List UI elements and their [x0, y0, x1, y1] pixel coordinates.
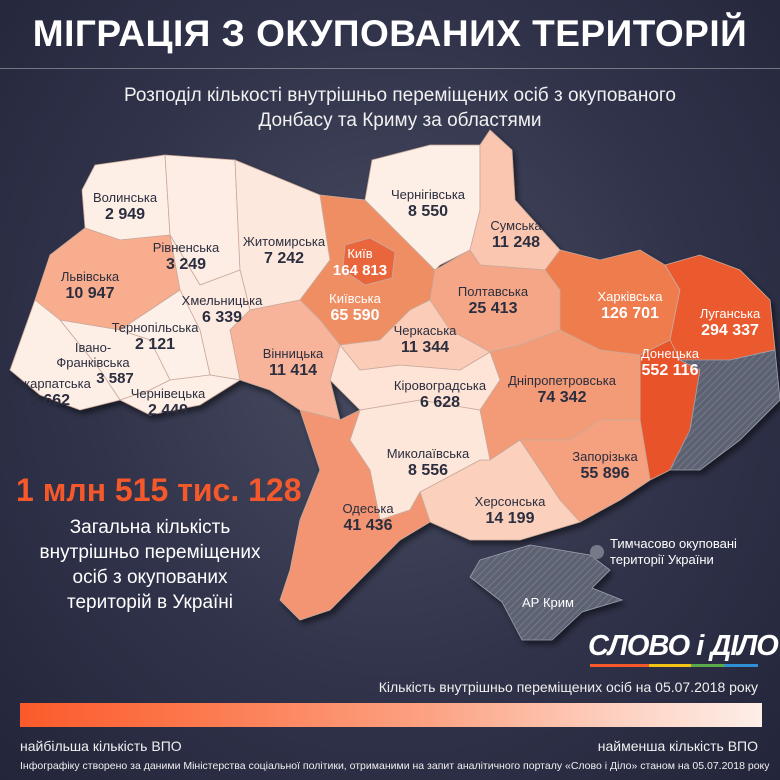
total-idp-count: 1 млн 515 тис. 128 — [16, 472, 302, 508]
occupied-legend-text: Тимчасово окупованi території України — [610, 536, 737, 568]
region-name-label: Київ — [347, 246, 372, 261]
region-name-label: Чернігівська — [391, 187, 466, 202]
region-name-label: Житомирська — [243, 234, 326, 249]
region-name-label: Івано- — [75, 340, 111, 355]
logo-underline — [590, 664, 758, 667]
region-value-label: 294 337 — [701, 322, 759, 339]
region-value-label: 164 813 — [333, 262, 387, 279]
logo: СЛОВО і ДІЛО — [588, 630, 779, 662]
region-value-label: 3 249 — [166, 256, 206, 273]
total-description-line: осіб з окупованих — [72, 567, 228, 588]
region-name-label: Полтавська — [458, 284, 529, 299]
region-name-label: Харківська — [598, 289, 664, 304]
region-name-label: Тернопільська — [112, 320, 200, 335]
region-name-label: Кіровоградська — [394, 378, 487, 393]
region-23 — [118, 374, 242, 416]
occupied-donbas — [669, 349, 780, 471]
region-name-label: Донецька — [641, 346, 700, 361]
region-value-label: 2 449 — [148, 402, 188, 419]
region-value-label: 41 436 — [344, 517, 393, 534]
region-value-label: 7 242 — [264, 250, 304, 267]
region-name-label: Одеська — [342, 501, 394, 516]
total-description-line: Загальна кількість — [69, 517, 231, 538]
occupied-crimea — [469, 544, 624, 641]
total-description-line: територій в Україні — [67, 592, 233, 613]
region-16 — [339, 299, 491, 371]
region-value-label: 2 121 — [135, 336, 175, 353]
subtitle-line: Донбасу та Криму за областями — [258, 110, 542, 131]
region-name-label: Волинська — [93, 190, 158, 205]
region-name-label: Чернівецька — [131, 386, 206, 401]
region-value-label: 2 949 — [105, 206, 145, 223]
region-value-label: 65 590 — [331, 307, 380, 324]
region-name-label: Дніпропетровська — [508, 373, 617, 388]
region-value-label: 74 342 — [538, 389, 587, 406]
total-description: Загальна кількість внутрішньо переміщени… — [20, 515, 280, 615]
occupied-legend: Тимчасово окупованi території України — [590, 536, 737, 568]
region-name-label: Франківська — [56, 355, 130, 370]
region-value-label: 11 248 — [492, 234, 540, 251]
region-name-label: Хмельницька — [182, 293, 263, 308]
region-name-label: Запорізька — [572, 449, 638, 464]
subtitle: Розподіл кількості внутрішньо переміщени… — [60, 83, 740, 133]
region-value-label: 25 413 — [469, 300, 518, 317]
footer-source: Інфографіку створено за даними Міністерс… — [20, 760, 770, 772]
region-value-label: 3 587 — [96, 370, 134, 387]
region-name-label: Миколаївська — [387, 446, 470, 461]
region-value-label: 8 556 — [408, 462, 448, 479]
region-value-label: 11 414 — [269, 362, 317, 379]
total-description-line: внутрішньо переміщених — [39, 542, 261, 563]
occupied-legend-swatch — [590, 545, 604, 559]
region-value-label: 126 701 — [601, 305, 659, 322]
region-22 — [9, 299, 121, 411]
crimea-label: АР Крим — [522, 595, 574, 610]
region-value-label: 3 662 — [30, 392, 70, 409]
scale-label-low-count: найменша кількість ВПО — [597, 738, 758, 754]
region-value-label: 552 116 — [642, 362, 699, 379]
region-name-label: Львівська — [61, 269, 120, 284]
region-18 — [279, 409, 431, 621]
occupied-legend-line: Тимчасово окупованi — [610, 536, 737, 551]
region-name-label: Сумська — [490, 218, 542, 233]
region-value-label: 10 947 — [66, 285, 115, 302]
region-name-label: Херсонська — [475, 494, 546, 509]
region-name-label: Черкаська — [394, 323, 458, 338]
page-title: МІГРАЦІЯ З ОКУПОВАНИХ ТЕРИТОРІЙ — [0, 0, 780, 69]
region-name-label: Луганська — [700, 306, 761, 321]
scale-caption: Кількість внутрішньо переміщених осіб на… — [378, 679, 758, 695]
region-value-label: 14 199 — [486, 510, 535, 527]
region-24 — [342, 237, 396, 286]
region-name-label: Київська — [329, 291, 381, 306]
color-scale-bar — [20, 703, 762, 727]
region-value-label: 55 896 — [581, 465, 630, 482]
region-value-label: 11 344 — [401, 339, 449, 356]
region-value-label: 6 628 — [420, 394, 460, 411]
scale-label-high-count: найбільша кількість ВПО — [20, 738, 182, 754]
subtitle-line: Розподіл кількості внутрішньо переміщени… — [123, 85, 676, 106]
occupied-legend-line: території України — [610, 552, 714, 567]
region-value-label: 6 339 — [202, 309, 242, 326]
region-name-label: Рівненська — [153, 240, 220, 255]
region-value-label: 8 550 — [408, 203, 448, 220]
region-name-label: Вінницька — [263, 346, 324, 361]
region-name-label: Закарпатська — [9, 376, 92, 391]
